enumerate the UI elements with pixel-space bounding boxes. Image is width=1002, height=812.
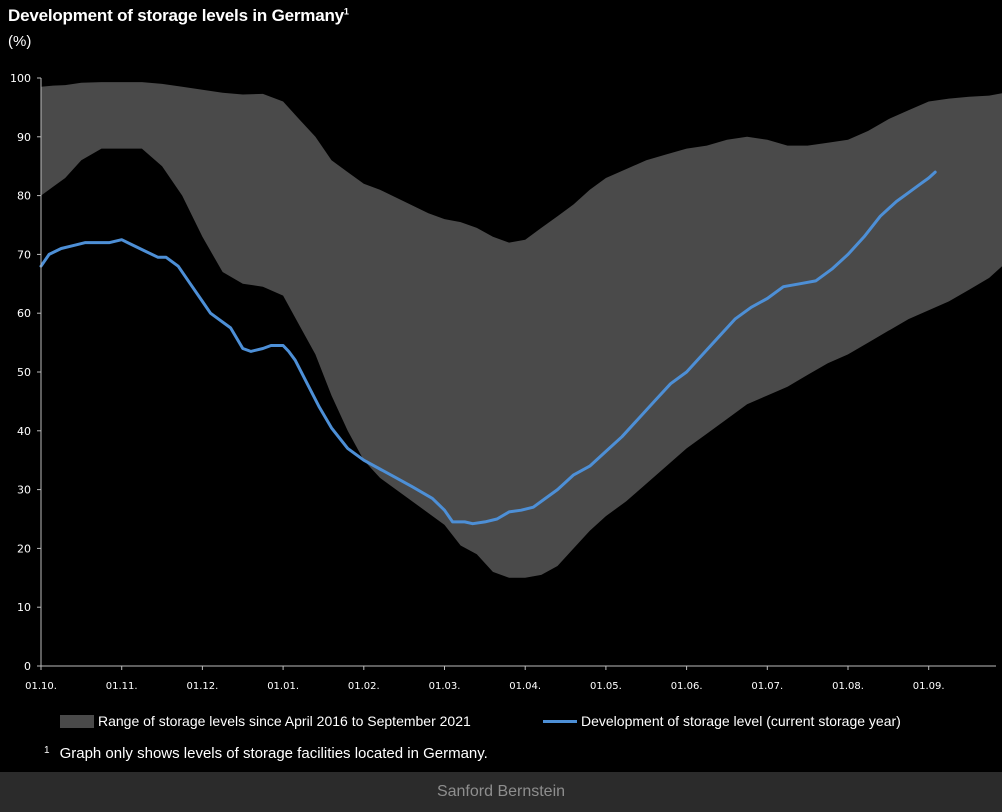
legend-item-line: Development of storage level (current st… [543,713,901,729]
legend-item-range: Range of storage levels since April 2016… [60,713,471,729]
footnote-text: Graph only shows levels of storage facil… [59,745,488,762]
source-label: Sanford Bernstein [436,783,566,800]
y-tick-label: 40 [17,425,31,438]
x-tick-label: 01.01. [267,681,299,692]
legend-swatch-line [543,719,577,723]
legend-label-line: Development of storage level (current st… [581,713,901,729]
range-band [41,82,1002,578]
legend-swatch-range [60,714,94,728]
x-tick-label: 01.03. [429,681,461,692]
y-tick-label: 80 [17,190,31,203]
x-tick-label: 01.12. [186,681,218,692]
x-tick-label: 01.09. [913,681,945,692]
x-tick-label: 01.04. [509,681,541,692]
source-bar: Sanford Bernstein [0,772,1002,812]
y-tick-label: 50 [17,366,31,379]
footnote-mark: 1 [44,745,50,756]
legend-label-range: Range of storage levels since April 2016… [98,713,471,729]
storage-level-line [39,170,937,526]
x-tick-label: 01.07. [751,681,783,692]
y-tick-label: 20 [17,542,31,555]
y-tick-label: 0 [24,660,31,673]
storage-chart: 0 10 20 30 40 50 60 70 80 90 100 01.10. 01.11. 01.12.… [10,72,1002,692]
x-tick-label: 01.11. [106,681,138,692]
x-tick-label: 01.06. [671,681,703,692]
footnote: 1 Graph only shows levels of storage faci… [44,745,488,762]
x-tick-label: 01.05. [590,681,622,692]
y-tick-label: 90 [17,131,31,144]
x-tick-label: 01.02. [348,681,380,692]
y-tick-label: 100 [10,72,31,85]
y-tick-label: 30 [17,484,31,497]
title-footnote-mark: 1 [343,6,349,17]
x-tick-label: 01.08. [832,681,864,692]
y-axis-label: (%) [8,33,32,50]
x-tick-label: 01.10. [25,681,57,692]
y-tick-label: 70 [17,248,31,261]
chart-title: Development of storage levels in Germany… [8,6,349,25]
y-tick-label: 60 [17,307,31,320]
y-tick-label: 10 [17,601,31,614]
